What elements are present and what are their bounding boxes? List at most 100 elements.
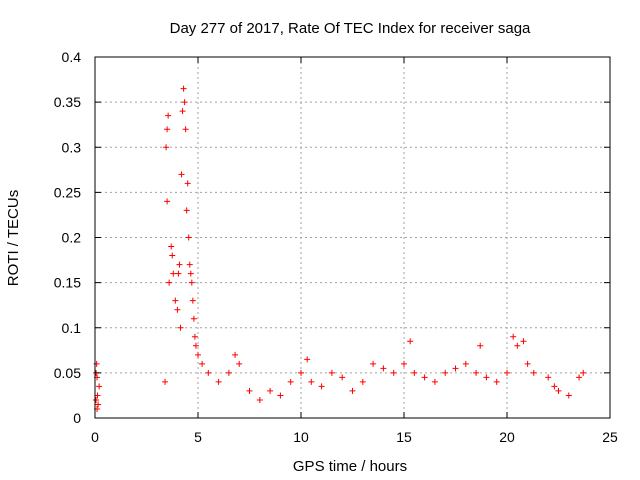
data-point xyxy=(349,387,356,394)
x-tick-label: 0 xyxy=(91,429,99,445)
data-point xyxy=(176,261,183,268)
data-point xyxy=(246,387,253,394)
data-point xyxy=(178,171,185,178)
y-tick-label: 0.25 xyxy=(54,184,81,200)
data-point xyxy=(462,360,469,367)
data-point xyxy=(162,378,169,385)
grid-lines xyxy=(95,57,610,418)
data-point xyxy=(401,360,407,367)
x-axis-label: GPS time / hours xyxy=(293,458,407,475)
data-point xyxy=(172,297,179,304)
data-point xyxy=(169,252,176,259)
y-tick-label: 0.4 xyxy=(62,49,82,65)
data-points xyxy=(93,85,587,412)
y-tick-label: 0.05 xyxy=(54,365,81,381)
data-point xyxy=(565,392,572,399)
data-point xyxy=(287,378,294,385)
data-point xyxy=(483,374,490,381)
data-point xyxy=(493,378,500,385)
data-point xyxy=(256,396,263,403)
data-point xyxy=(186,261,193,268)
data-point xyxy=(370,360,377,367)
data-point xyxy=(225,369,232,376)
data-point xyxy=(184,180,191,187)
x-tick-label: 20 xyxy=(499,429,515,445)
y-axis-label: ROTI / TECUs xyxy=(5,190,22,286)
data-point xyxy=(205,369,212,376)
data-point xyxy=(514,342,521,349)
data-point xyxy=(236,360,243,367)
data-point xyxy=(524,360,531,367)
data-point xyxy=(442,369,449,376)
data-point xyxy=(165,112,172,119)
data-point xyxy=(339,374,346,381)
data-point xyxy=(179,108,186,115)
tick-labels: 0 5 10 15 20 25 0 0.05 0.1 0.15 0.2 0.25 0.3 0.35 0.4 xyxy=(54,49,618,445)
data-point xyxy=(530,369,537,376)
data-point xyxy=(166,279,173,286)
data-point xyxy=(177,324,184,331)
data-point xyxy=(520,338,527,345)
x-tick-label: 10 xyxy=(293,429,309,445)
data-point xyxy=(188,279,195,286)
data-point xyxy=(510,333,517,340)
y-tick-label: 0.2 xyxy=(62,230,82,246)
data-point xyxy=(298,369,304,376)
data-point xyxy=(551,383,558,390)
data-point xyxy=(189,297,196,304)
data-point xyxy=(232,351,239,358)
data-point xyxy=(407,338,414,345)
data-point xyxy=(304,356,311,363)
data-point xyxy=(168,243,175,250)
data-point xyxy=(308,378,315,385)
data-point xyxy=(199,360,206,367)
data-point xyxy=(164,126,171,133)
y-tick-label: 0.1 xyxy=(62,320,82,336)
data-point xyxy=(182,126,189,133)
data-point xyxy=(504,369,510,376)
y-tick-label: 0 xyxy=(73,410,81,426)
y-tick-label: 0.3 xyxy=(62,139,82,155)
data-point xyxy=(390,369,397,376)
data-point xyxy=(576,374,583,381)
data-point xyxy=(318,383,325,390)
chart-title: Day 277 of 2017, Rate Of TEC Index for r… xyxy=(170,20,531,37)
data-point xyxy=(180,85,187,92)
data-point xyxy=(195,351,201,358)
data-point xyxy=(163,144,170,151)
data-point xyxy=(555,387,562,394)
data-point xyxy=(93,396,100,403)
x-tick-label: 15 xyxy=(396,429,412,445)
data-point xyxy=(192,342,199,349)
data-point xyxy=(277,392,284,399)
data-point xyxy=(359,378,366,385)
data-point xyxy=(473,369,480,376)
axis-ticks xyxy=(94,56,611,419)
data-point xyxy=(452,365,459,372)
data-point xyxy=(267,387,274,394)
data-point xyxy=(164,198,171,205)
data-point xyxy=(380,365,387,372)
data-point xyxy=(215,378,222,385)
data-point xyxy=(95,401,102,408)
x-tick-label: 25 xyxy=(602,429,618,445)
y-tick-label: 0.35 xyxy=(54,94,81,110)
data-point xyxy=(174,306,181,313)
data-point xyxy=(170,270,177,277)
data-point xyxy=(187,270,194,277)
data-point xyxy=(185,234,192,241)
data-point xyxy=(175,270,182,277)
data-point xyxy=(181,99,188,106)
data-point xyxy=(190,315,197,322)
plot-frame xyxy=(94,56,611,419)
x-tick-label: 5 xyxy=(194,429,202,445)
data-point xyxy=(411,369,418,376)
data-point xyxy=(183,207,190,214)
data-point xyxy=(477,342,484,349)
data-point xyxy=(421,374,428,381)
data-point xyxy=(96,383,103,390)
data-point xyxy=(191,333,198,340)
data-point xyxy=(328,369,335,376)
y-tick-label: 0.15 xyxy=(54,275,81,291)
